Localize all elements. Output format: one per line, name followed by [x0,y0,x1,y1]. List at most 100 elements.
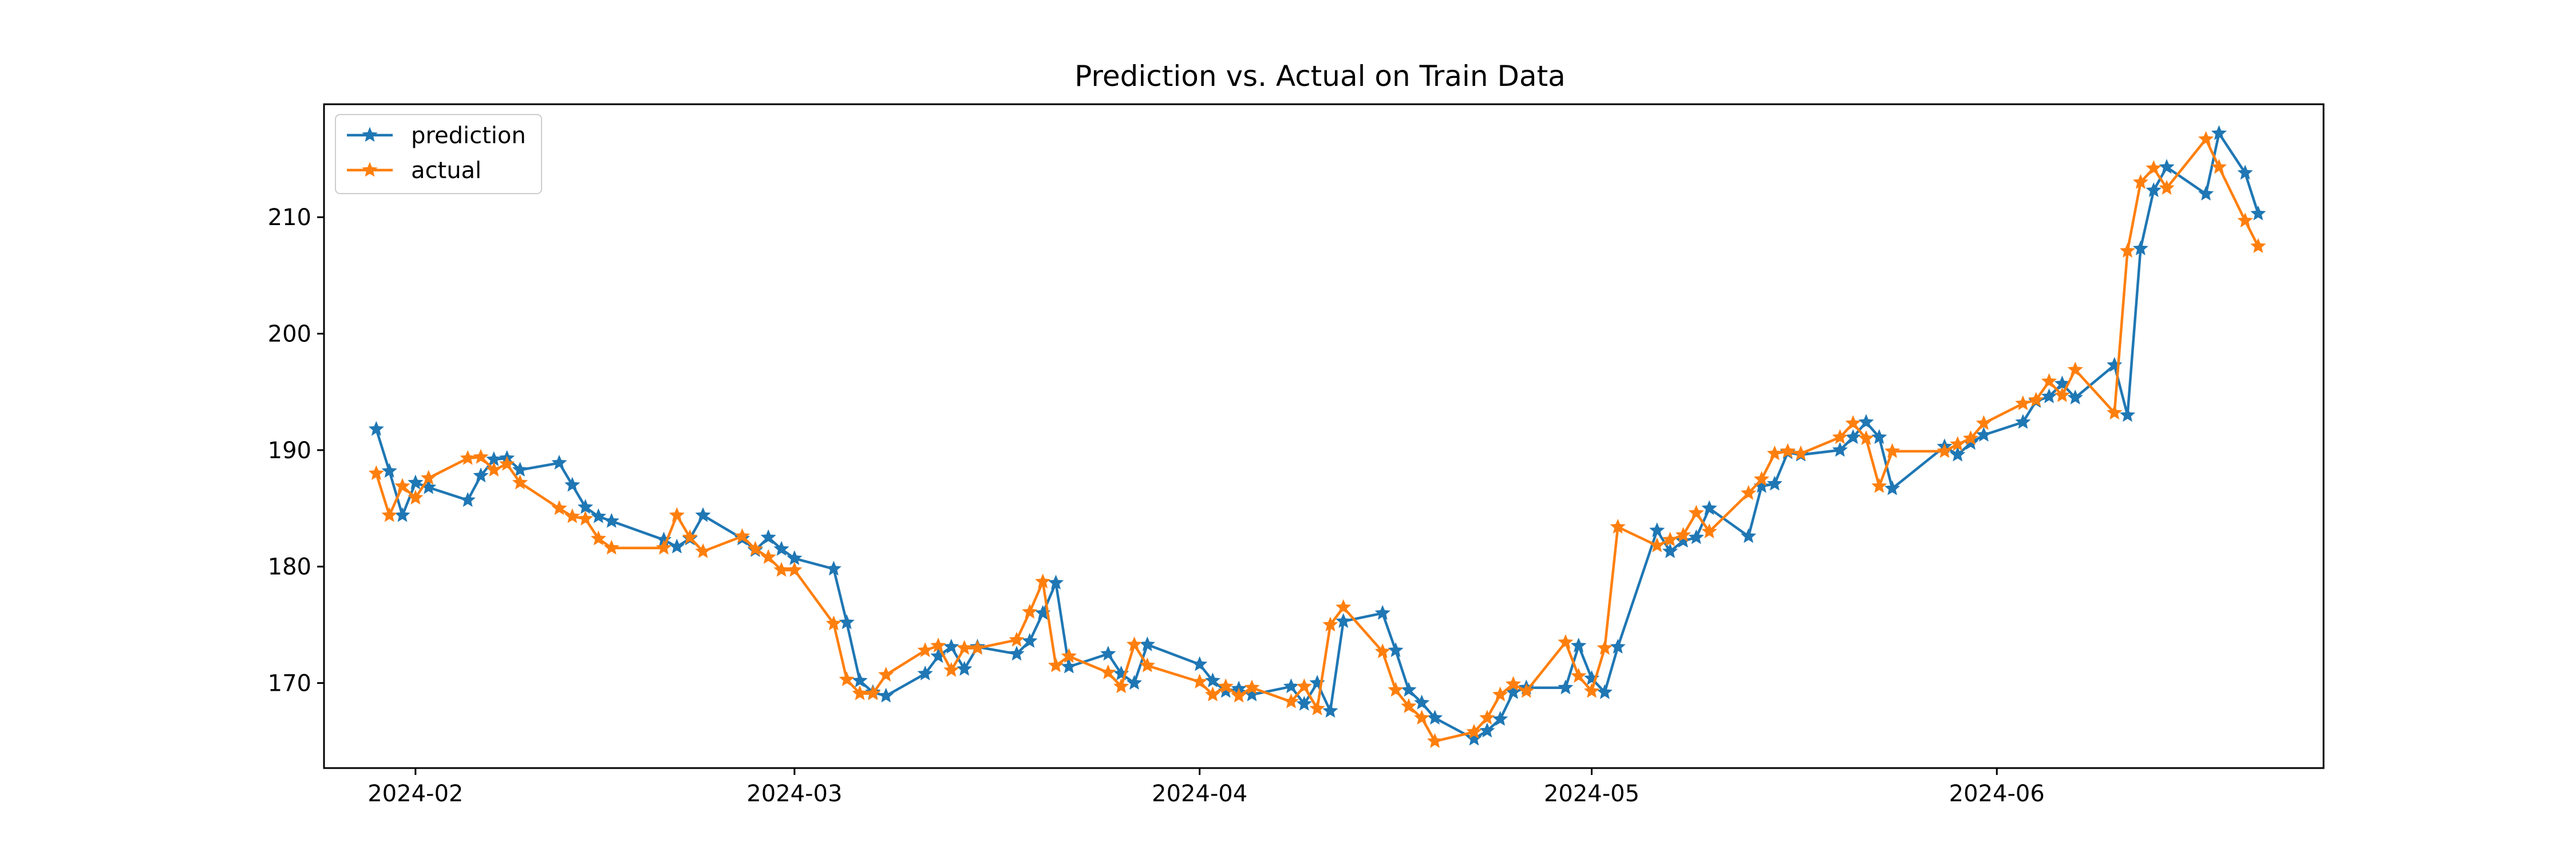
data-point-prediction [2237,164,2253,180]
data-point-actual [1492,686,1508,702]
data-point-actual [669,507,685,522]
data-point-prediction [368,420,384,436]
data-point-prediction [917,665,933,680]
data-point-prediction [1388,642,1404,658]
plot-area [368,125,2266,748]
data-point-actual [1204,686,1221,702]
data-point-actual [1583,683,1600,698]
y-tick-label: 180 [268,554,311,580]
data-point-actual [1244,679,1260,695]
data-point-prediction [1401,682,1417,697]
data-point-actual [878,666,894,682]
data-point-actual [381,507,397,522]
data-point-actual [551,500,567,515]
data-point-prediction [1283,678,1299,694]
data-point-actual [1767,445,1783,460]
data-point-actual [1505,676,1522,691]
data-point-prediction [1126,675,1143,690]
data-point-prediction [1479,722,1495,738]
data-point-prediction [787,550,803,565]
data-point-actual [839,671,855,687]
data-point-prediction [773,541,789,556]
y-tick-label: 170 [268,671,311,697]
data-point-prediction [1884,480,1901,495]
x-axis: 2024-02 2024-03 2024-04 2024-05 2024-06 [368,768,2045,807]
data-point-actual [1374,643,1390,659]
data-point-prediction [1662,543,1678,558]
data-point-prediction [852,672,868,688]
data-point-prediction [577,499,594,514]
data-point-actual [787,561,803,577]
data-point-prediction [2146,182,2162,198]
data-point-actual [512,474,528,490]
data-point-prediction [1492,711,1508,726]
y-tick-label: 190 [268,438,311,464]
data-point-prediction [2015,414,2031,429]
x-tick-label: 2024-02 [368,781,463,807]
data-point-prediction [1871,429,1887,444]
data-point-prediction [394,507,410,522]
data-point-prediction [512,462,528,477]
data-point-actual [564,508,580,524]
data-point-actual [1022,604,1038,619]
data-point-prediction [2250,205,2266,221]
data-point-actual [1793,445,1809,460]
data-point-prediction [825,560,841,576]
data-point-actual [825,615,841,631]
data-point-actual [1610,518,1626,534]
data-point-actual [577,510,594,526]
data-point-actual [1701,523,1717,538]
data-point-prediction [1374,605,1390,620]
x-tick-label: 2024-03 [746,781,842,807]
data-point-actual [1937,443,1953,458]
data-point-prediction [1597,684,1613,699]
data-point-actual [943,662,959,677]
data-point-prediction [1296,695,1312,711]
data-point-prediction [1414,694,1430,710]
data-point-actual [2159,180,2175,195]
data-point-actual [695,543,711,558]
data-point-actual [1845,415,1861,430]
data-point-prediction [1571,637,1587,653]
data-point-actual [1009,631,1025,647]
data-point-prediction [1022,633,1038,648]
data-point-actual [930,637,946,653]
data-point-actual [2250,238,2266,253]
data-point-actual [1558,634,1574,649]
data-point-actual [2132,174,2148,189]
data-point-actual [1427,733,1443,748]
data-point-actual [747,541,764,556]
legend-label: prediction [411,123,526,149]
data-point-actual [2028,392,2044,407]
data-point-prediction [2119,407,2136,422]
legend-marker [362,162,378,177]
data-point-actual [1518,683,1534,698]
data-point-actual [2067,361,2083,377]
data-point-actual [1479,710,1495,725]
data-point-prediction [943,639,959,654]
data-point-prediction [590,508,607,524]
data-point-prediction [1192,656,1208,671]
data-point-prediction [1100,645,1116,661]
y-axis: 170 180 190 200 210 [268,204,324,697]
x-tick-label: 2024-05 [1544,781,1639,807]
legend: prediction actual [335,114,542,194]
legend-label: actual [411,158,481,184]
legend-marker [362,127,378,142]
data-point-prediction [1767,475,1783,491]
data-point-actual [773,561,789,577]
series-prediction [368,125,2266,746]
data-point-actual [473,448,489,464]
data-point-prediction [1558,679,1574,695]
data-point-prediction [1009,645,1025,661]
data-point-actual [760,549,776,564]
data-point-prediction [473,467,489,483]
data-point-actual [1649,537,1665,553]
data-point-actual [2107,404,2123,420]
data-point-prediction [1048,574,1064,590]
data-point-prediction [1701,500,1717,515]
data-point-actual [2054,387,2071,402]
data-point-actual [1414,710,1430,725]
